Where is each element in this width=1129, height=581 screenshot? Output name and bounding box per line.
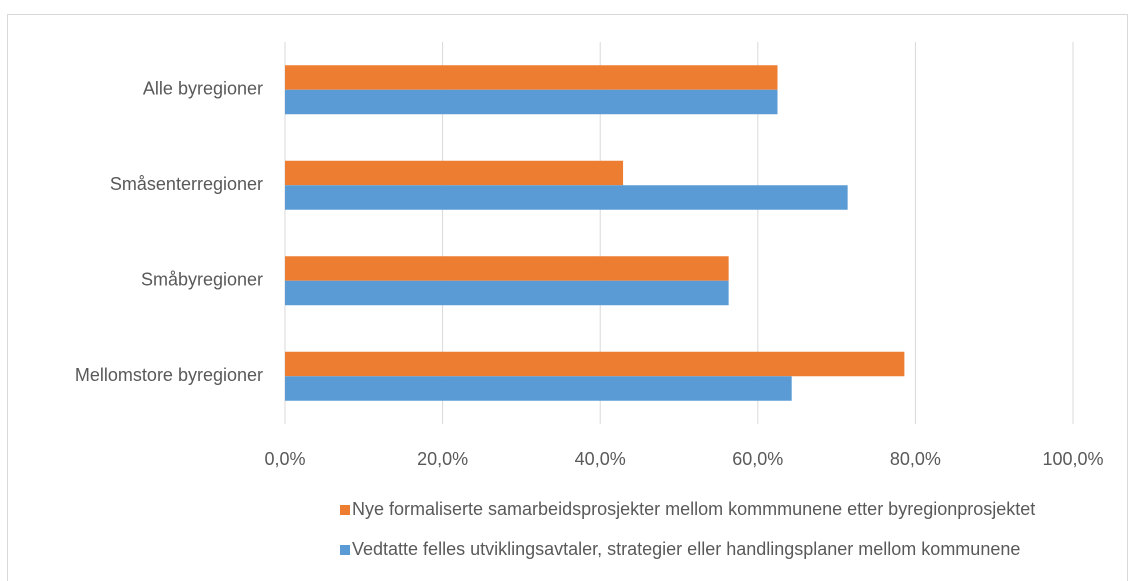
legend-swatch	[340, 505, 350, 515]
x-tick-label: 40,0%	[575, 449, 626, 469]
bar	[285, 185, 848, 210]
legend-label: Vedtatte felles utviklingsavtaler, strat…	[352, 539, 1020, 559]
x-tick-label: 0,0%	[264, 449, 305, 469]
bar	[285, 89, 778, 115]
x-tick-label: 60,0%	[732, 449, 783, 469]
bar	[285, 160, 624, 186]
y-tick-label: Alle byregioner	[143, 79, 263, 99]
legend-label: Nye formaliserte samarbeidsprosjekter me…	[352, 499, 1035, 519]
x-tick-label: 20,0%	[417, 449, 468, 469]
bar	[285, 376, 792, 401]
bar	[285, 65, 778, 90]
bar	[285, 351, 905, 377]
x-tick-label: 100,0%	[1042, 449, 1103, 469]
y-tick-label: Mellomstore byregioner	[75, 365, 263, 385]
chart-border	[7, 14, 1128, 581]
x-tick-label: 80,0%	[890, 449, 941, 469]
legend-swatch	[340, 545, 350, 555]
y-tick-label: Småsenterregioner	[110, 174, 263, 194]
bar	[285, 280, 729, 306]
bar	[285, 256, 729, 281]
y-tick-label: Småbyregioner	[141, 270, 263, 290]
